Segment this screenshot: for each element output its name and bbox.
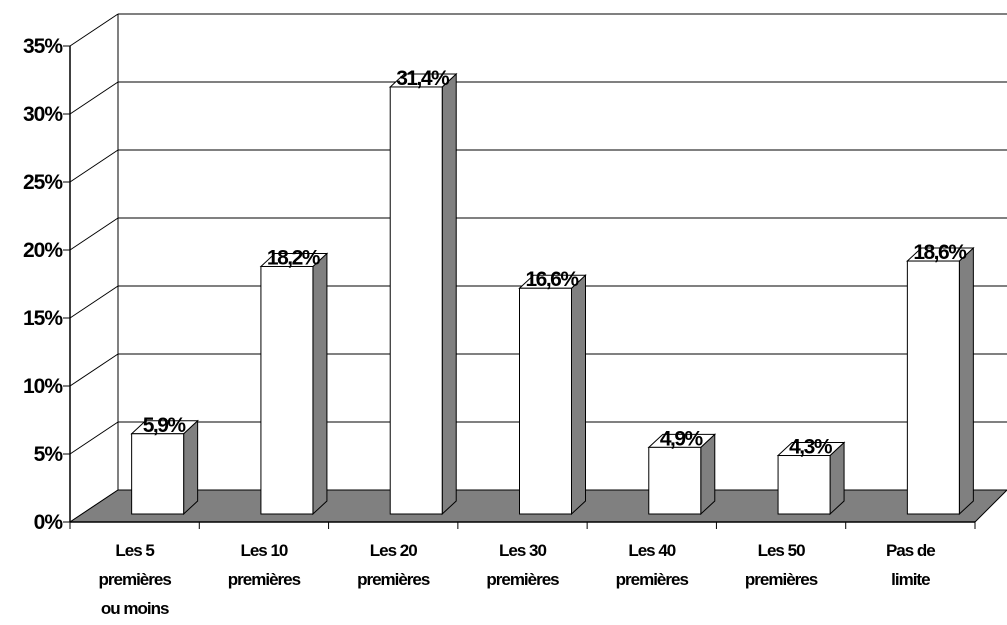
bar-side bbox=[312, 252, 328, 516]
data-label: 4,3% bbox=[789, 436, 833, 459]
bar bbox=[777, 455, 831, 515]
x-category-label: Pas de bbox=[886, 541, 935, 560]
data-label: 18,2% bbox=[267, 246, 321, 269]
side-wall-gridline bbox=[69, 149, 119, 183]
bars-layer bbox=[130, 72, 975, 516]
x-category-label: premières bbox=[745, 570, 818, 589]
x-category-label: premières bbox=[99, 570, 172, 589]
bar bbox=[260, 265, 314, 515]
y-tick-label: 10% bbox=[23, 375, 63, 398]
x-category-label: premières bbox=[357, 570, 430, 589]
x-category-label: Les 50 bbox=[758, 541, 805, 560]
side-wall-gridline bbox=[69, 81, 119, 115]
side-wall-gridline bbox=[69, 421, 119, 455]
bar bbox=[648, 446, 702, 515]
data-label: 5,9% bbox=[143, 414, 187, 437]
y-tick-label: 0% bbox=[34, 511, 64, 534]
data-label: 18,6% bbox=[913, 241, 967, 264]
y-tick-label: 25% bbox=[23, 171, 63, 194]
x-category-label: ou moins bbox=[101, 599, 169, 618]
x-category-label: Les 40 bbox=[628, 541, 675, 560]
bar bbox=[519, 287, 572, 515]
side-wall-gridline bbox=[69, 353, 119, 387]
x-category-label: limite bbox=[891, 570, 930, 589]
y-tick-label: 15% bbox=[23, 307, 63, 330]
bar-side bbox=[958, 246, 974, 516]
x-category-label: premières bbox=[228, 570, 301, 589]
data-label: 4,9% bbox=[660, 427, 704, 450]
x-category-label: Les 5 bbox=[115, 541, 154, 560]
data-label: 16,6% bbox=[525, 268, 579, 291]
side-wall-gridline bbox=[69, 13, 119, 47]
axis-layer: 0% 5% 10% 15% 20% 25% 30% 35% bbox=[23, 35, 976, 534]
y-tick-label: 35% bbox=[23, 35, 63, 58]
bar bbox=[389, 86, 443, 515]
side-wall-gridline bbox=[69, 217, 119, 251]
labels-layer: 5,9% Les 5 premières ou moins 18,2% Les 10 pre… bbox=[99, 67, 969, 618]
bar-side bbox=[571, 274, 586, 516]
x-category-label: premières bbox=[616, 570, 689, 589]
x-category-label: Les 10 bbox=[240, 541, 287, 560]
y-tick-label: 5% bbox=[34, 443, 64, 466]
bar-side bbox=[700, 433, 716, 516]
x-category-label: premières bbox=[486, 570, 559, 589]
y-tick-label: 30% bbox=[23, 103, 63, 126]
x-category-label: Les 30 bbox=[499, 541, 546, 560]
bar-side bbox=[441, 72, 457, 516]
data-label: 31,4% bbox=[396, 67, 450, 90]
side-wall-gridline bbox=[69, 285, 119, 319]
x-category-label: Les 20 bbox=[370, 541, 417, 560]
y-tick-label: 20% bbox=[23, 239, 63, 262]
bar bbox=[906, 260, 960, 515]
bar bbox=[131, 433, 185, 515]
bar-side bbox=[183, 419, 199, 516]
